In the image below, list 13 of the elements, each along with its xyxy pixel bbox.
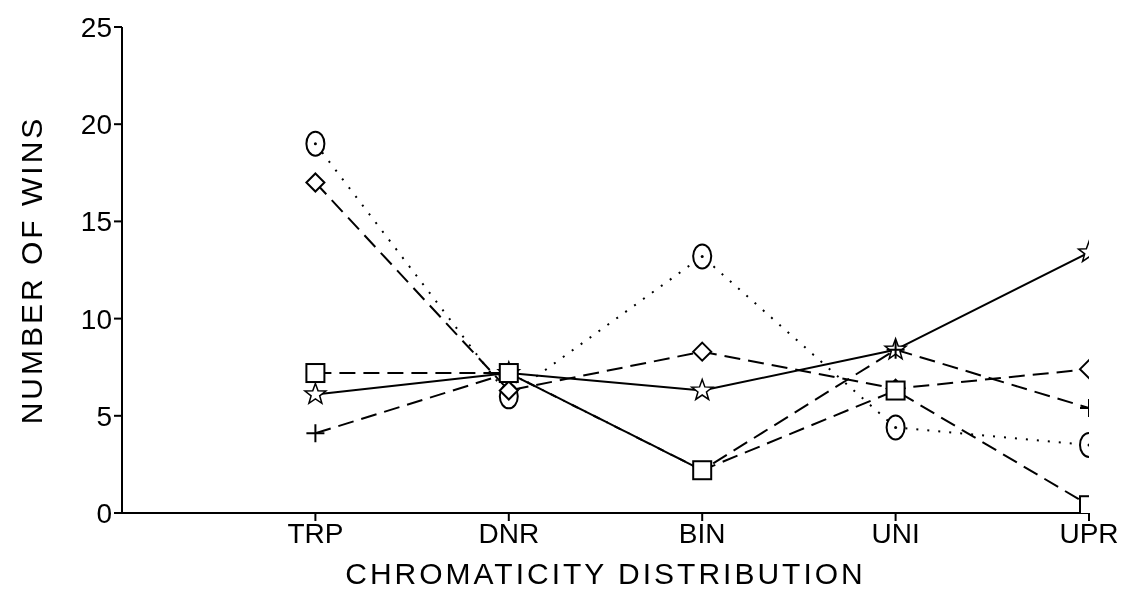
y-tick-label: 0: [96, 497, 112, 529]
x-tick-label: BIN: [678, 517, 726, 549]
x-axis-title: CHROMATICITY DISTRIBUTION: [345, 557, 866, 591]
y-tick-label: 25: [80, 11, 112, 43]
x-tick-label: UNI: [871, 517, 920, 549]
x-tick-label: UPR: [1059, 517, 1119, 549]
y-tick-label: 10: [80, 303, 112, 335]
y-tick-label: 5: [96, 400, 112, 432]
y-axis-title: NUMBER OF WINS: [14, 115, 48, 425]
x-tick-label: TRP: [287, 517, 344, 549]
x-tick-label: DNR: [478, 517, 540, 549]
y-tick-label: 15: [80, 206, 112, 238]
y-tick-label: 20: [80, 109, 112, 141]
